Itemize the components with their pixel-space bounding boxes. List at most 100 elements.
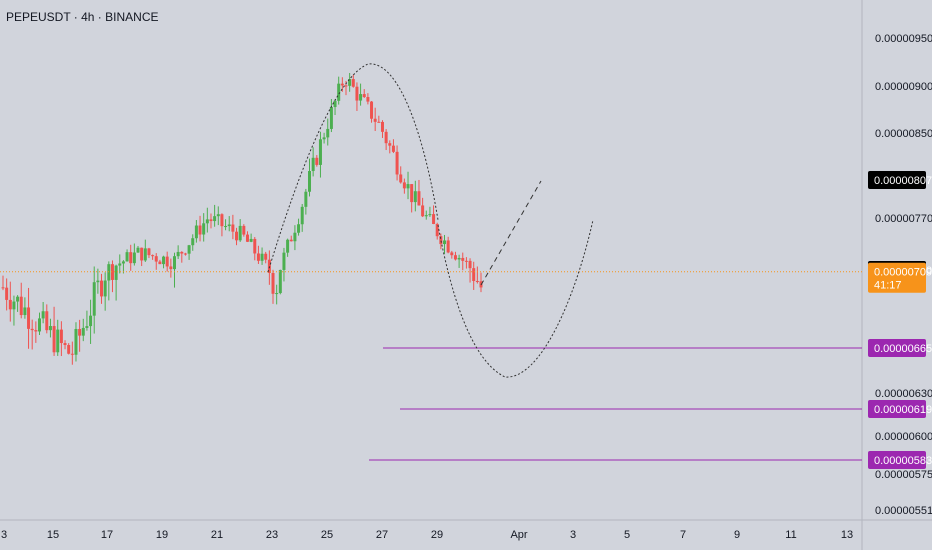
candle-body bbox=[100, 280, 104, 297]
candle-body bbox=[202, 223, 206, 235]
x-tick-label: 21 bbox=[211, 529, 223, 541]
price-tag bbox=[868, 262, 926, 293]
candle-body bbox=[52, 326, 56, 353]
price-tag bbox=[868, 339, 926, 357]
candle-body bbox=[260, 253, 264, 261]
candle-body bbox=[355, 86, 359, 101]
y-tick-label: 0.00000575 bbox=[875, 469, 932, 481]
candle-body bbox=[475, 280, 479, 282]
candle-body bbox=[92, 282, 96, 316]
candle-body bbox=[129, 252, 133, 264]
x-tick-label: 25 bbox=[321, 529, 333, 541]
candle-body bbox=[169, 266, 173, 270]
candle-body bbox=[435, 223, 439, 237]
candle-body bbox=[384, 131, 388, 144]
candle-body bbox=[399, 174, 403, 183]
candle-body bbox=[373, 118, 377, 122]
candle-body bbox=[165, 256, 169, 267]
candle-body bbox=[366, 97, 370, 102]
candle-body bbox=[8, 299, 12, 310]
candle-body bbox=[468, 260, 472, 269]
x-tick-label: 13 bbox=[841, 529, 853, 541]
candle-body bbox=[151, 255, 155, 257]
candle-body bbox=[238, 225, 242, 241]
candle-body bbox=[143, 248, 147, 261]
y-tick-label: 0.00000900 bbox=[875, 81, 932, 93]
candle-body bbox=[176, 251, 180, 257]
candle-body bbox=[472, 268, 476, 281]
candle-body bbox=[136, 247, 140, 253]
candle-body bbox=[282, 252, 286, 270]
candle-body bbox=[351, 79, 355, 87]
candle-body bbox=[96, 280, 100, 283]
x-tick-label: 5 bbox=[624, 529, 630, 541]
candle-body bbox=[121, 261, 125, 264]
candle-body bbox=[297, 224, 301, 233]
candle-body bbox=[322, 137, 326, 140]
candle-body bbox=[253, 238, 257, 254]
candle-body bbox=[340, 83, 344, 86]
candle-body bbox=[158, 261, 162, 265]
x-tick-label: 3 bbox=[570, 529, 576, 541]
candle-body bbox=[140, 247, 144, 261]
price-tag bbox=[868, 400, 926, 418]
candle-body bbox=[16, 296, 20, 302]
candle-body bbox=[417, 191, 421, 206]
candle-body bbox=[187, 245, 191, 254]
candle-body bbox=[395, 151, 399, 175]
candle-body bbox=[74, 328, 78, 355]
candle-body bbox=[235, 231, 239, 241]
candle-body bbox=[56, 329, 60, 353]
candle-body bbox=[439, 236, 443, 245]
candle-body bbox=[275, 293, 279, 295]
candle-body bbox=[428, 214, 432, 216]
y-tick-label: 0.00000770 bbox=[875, 213, 932, 225]
candle-body bbox=[446, 240, 450, 253]
candle-body bbox=[63, 343, 67, 346]
x-tick-label: 27 bbox=[376, 529, 388, 541]
candle-body bbox=[402, 182, 406, 189]
candle-body bbox=[27, 307, 31, 329]
candle-body bbox=[19, 296, 23, 316]
candle-body bbox=[37, 318, 41, 332]
x-tick-label: Apr bbox=[510, 529, 527, 541]
candle-body bbox=[406, 184, 410, 189]
candle-body bbox=[194, 225, 198, 239]
candle-body bbox=[41, 311, 45, 319]
candle-body bbox=[264, 253, 268, 260]
x-tick-label: 17 bbox=[101, 529, 113, 541]
projection-line bbox=[480, 180, 542, 286]
candle-body bbox=[249, 238, 253, 242]
price-tag bbox=[868, 171, 926, 189]
candle-body bbox=[337, 83, 341, 101]
candle-body bbox=[30, 328, 34, 331]
candle-body bbox=[162, 256, 166, 265]
candle-body bbox=[183, 253, 187, 255]
candle-body bbox=[464, 260, 468, 262]
x-tick-label: 7 bbox=[680, 529, 686, 541]
candle-body bbox=[59, 329, 63, 344]
candle-body bbox=[457, 257, 461, 260]
candle-body bbox=[154, 256, 158, 262]
y-tick-label: 0.00000551 bbox=[875, 505, 932, 517]
y-tick-label: 0.00000850 bbox=[875, 128, 932, 140]
price-tag-label: 0.00000807 bbox=[874, 175, 932, 187]
candle-body bbox=[359, 94, 363, 101]
candle-body bbox=[377, 121, 381, 123]
candle-body bbox=[231, 224, 235, 232]
candle-body bbox=[227, 224, 231, 227]
price-tag-label: 0.00000709 bbox=[874, 267, 932, 279]
x-tick-label: 11 bbox=[785, 529, 796, 541]
candle-body bbox=[67, 345, 71, 354]
candle-body bbox=[311, 157, 315, 172]
candle-body bbox=[89, 315, 93, 327]
candle-body bbox=[388, 143, 392, 146]
candle-body bbox=[205, 219, 209, 224]
candle-body bbox=[421, 205, 425, 217]
candle-body bbox=[198, 225, 202, 235]
candle-body bbox=[370, 101, 374, 119]
candle-body bbox=[48, 326, 52, 331]
x-tick-label: 9 bbox=[734, 529, 740, 541]
